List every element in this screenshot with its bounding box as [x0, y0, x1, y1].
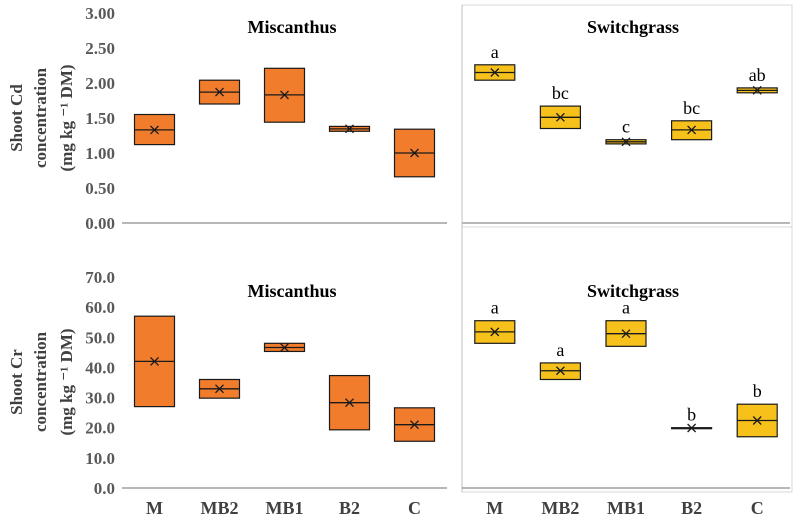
y-axis-label-line: (mg kg ⁻¹ DM) [57, 64, 76, 171]
mean-marker-M [150, 356, 159, 366]
significance-letter-B2: b [687, 405, 696, 425]
y-tick-label: 2.00 [85, 74, 115, 93]
x-tick-label: MB2 [201, 498, 239, 518]
y-axis-label-line: Shoot Cd [7, 84, 26, 152]
y-tick-label: 0.0 [94, 479, 115, 498]
y-axis-label-line: concentration [31, 67, 50, 168]
panel-title: Miscanthus [247, 17, 336, 37]
significance-letter-B2: bc [683, 98, 700, 118]
significance-letter-MB1: c [622, 117, 630, 137]
mean-marker-C [410, 420, 419, 430]
x-tick-label: MB1 [266, 498, 304, 518]
y-tick-label: 70.0 [85, 268, 115, 287]
x-tick-label: MB1 [607, 498, 645, 518]
mean-marker-C [752, 85, 762, 95]
mean-marker-B2 [687, 423, 697, 433]
panel-title: Switchgrass [587, 17, 679, 37]
x-tick-label: C [751, 498, 764, 518]
y-tick-label: 1.50 [85, 109, 115, 128]
panel-title: Miscanthus [247, 281, 336, 301]
significance-letter-MB1: a [622, 298, 630, 318]
mean-marker-MB2 [555, 112, 565, 122]
significance-letter-MB2: a [556, 340, 564, 360]
y-tick-label: 2.50 [85, 39, 115, 58]
mean-marker-MB1 [621, 329, 631, 339]
y-tick-label: 1.00 [85, 144, 115, 163]
y-tick-label: 30.0 [85, 389, 115, 408]
y-axis-label-line: (mg kg ⁻¹ DM) [57, 328, 76, 435]
x-tick-label: B2 [339, 498, 360, 518]
x-tick-label: MB2 [541, 498, 579, 518]
mean-marker-C [410, 148, 419, 158]
y-axis-label-line: concentration [31, 331, 50, 432]
mean-marker-MB2 [215, 384, 224, 394]
y-tick-label: 3.00 [85, 4, 115, 23]
significance-letter-C: b [753, 381, 762, 401]
y-tick-label: 0.50 [85, 179, 115, 198]
mean-marker-MB1 [280, 90, 289, 100]
mean-marker-B2 [345, 398, 354, 408]
mean-marker-C [752, 416, 762, 425]
y-axis-label-line: Shoot Cr [7, 349, 26, 415]
mean-marker-MB2 [555, 366, 565, 376]
mean-marker-B2 [345, 124, 354, 134]
mean-marker-B2 [687, 125, 697, 135]
mean-marker-MB2 [215, 87, 224, 97]
significance-letter-C: ab [749, 65, 766, 85]
mean-marker-MB1 [280, 343, 289, 352]
y-tick-label: 50.0 [85, 328, 115, 347]
panel-title: Switchgrass [587, 281, 679, 301]
mean-marker-M [490, 327, 500, 337]
significance-letter-M: a [491, 298, 499, 318]
x-tick-label: C [408, 498, 421, 518]
mean-marker-MB1 [621, 137, 631, 147]
y-tick-label: 60.0 [85, 298, 115, 317]
y-tick-label: 20.0 [85, 419, 115, 438]
mean-marker-M [490, 68, 500, 77]
mean-marker-M [150, 125, 159, 135]
y-tick-label: 10.0 [85, 449, 115, 468]
significance-letter-M: a [491, 42, 499, 62]
significance-letter-MB2: bc [552, 83, 569, 103]
x-tick-label: M [486, 498, 503, 518]
x-tick-label: M [146, 498, 163, 518]
y-tick-label: 0.00 [85, 214, 115, 233]
x-tick-label: B2 [681, 498, 702, 518]
y-tick-label: 40.0 [85, 358, 115, 377]
